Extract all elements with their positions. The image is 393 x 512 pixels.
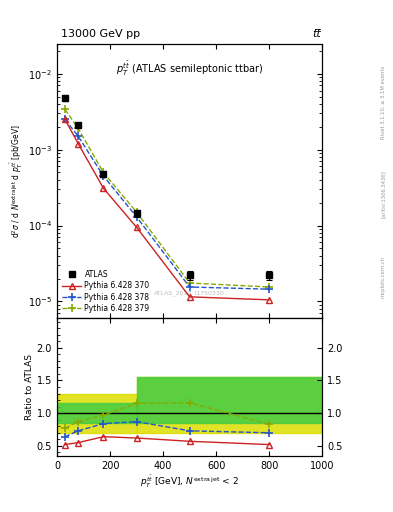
Pythia 6.428 379 [267,284,272,290]
Line: Pythia 6.428 379: Pythia 6.428 379 [61,105,274,291]
Pythia 6.428 370 [101,185,106,191]
Pythia 6.428 370 [62,116,67,122]
Pythia 6.428 378 [76,133,81,139]
Pythia 6.428 370 [187,294,192,300]
Pythia 6.428 370 [76,141,81,147]
Pythia 6.428 379 [187,280,192,286]
Pythia 6.428 378 [134,214,139,220]
Text: ATLAS_2019_I1750330: ATLAS_2019_I1750330 [154,291,225,296]
Text: tt̅: tt̅ [313,29,321,39]
Line: Pythia 6.428 378: Pythia 6.428 378 [61,115,274,293]
Y-axis label: Ratio to ATLAS: Ratio to ATLAS [25,354,34,420]
Text: Rivet 3.1.10, ≥ 3.1M events: Rivet 3.1.10, ≥ 3.1M events [381,66,386,139]
Legend: ATLAS, Pythia 6.428 370, Pythia 6.428 378, Pythia 6.428 379: ATLAS, Pythia 6.428 370, Pythia 6.428 37… [61,268,151,314]
Text: mcplots.cern.ch: mcplots.cern.ch [381,255,386,297]
Text: 13000 GeV pp: 13000 GeV pp [61,29,140,39]
Pythia 6.428 378 [101,173,106,179]
Pythia 6.428 379 [134,209,139,215]
Text: [arXiv:1306.3436]: [arXiv:1306.3436] [381,170,386,219]
Pythia 6.428 378 [267,286,272,292]
Pythia 6.428 370 [267,297,272,303]
Pythia 6.428 378 [62,116,67,122]
Text: $p_T^{t\bar{t}}$ (ATLAS semileptonic ttbar): $p_T^{t\bar{t}}$ (ATLAS semileptonic ttb… [116,60,263,78]
Pythia 6.428 379 [62,106,67,112]
X-axis label: $p_T^{t\bar{t}{}}$ [GeV], $N^{\mathrm{extra\,jet}}$ < 2: $p_T^{t\bar{t}{}}$ [GeV], $N^{\mathrm{ex… [140,473,239,489]
Pythia 6.428 379 [101,169,106,176]
Line: Pythia 6.428 370: Pythia 6.428 370 [61,116,273,303]
Pythia 6.428 378 [187,284,192,290]
Pythia 6.428 379 [76,125,81,132]
Y-axis label: d$^2\sigma$ / d $N^{\mathrm{extra\,jet}}$ d $p_T^{t\bar{t}}$ [pb/GeV]: d$^2\sigma$ / d $N^{\mathrm{extra\,jet}}… [9,124,25,238]
Pythia 6.428 370 [134,224,139,230]
